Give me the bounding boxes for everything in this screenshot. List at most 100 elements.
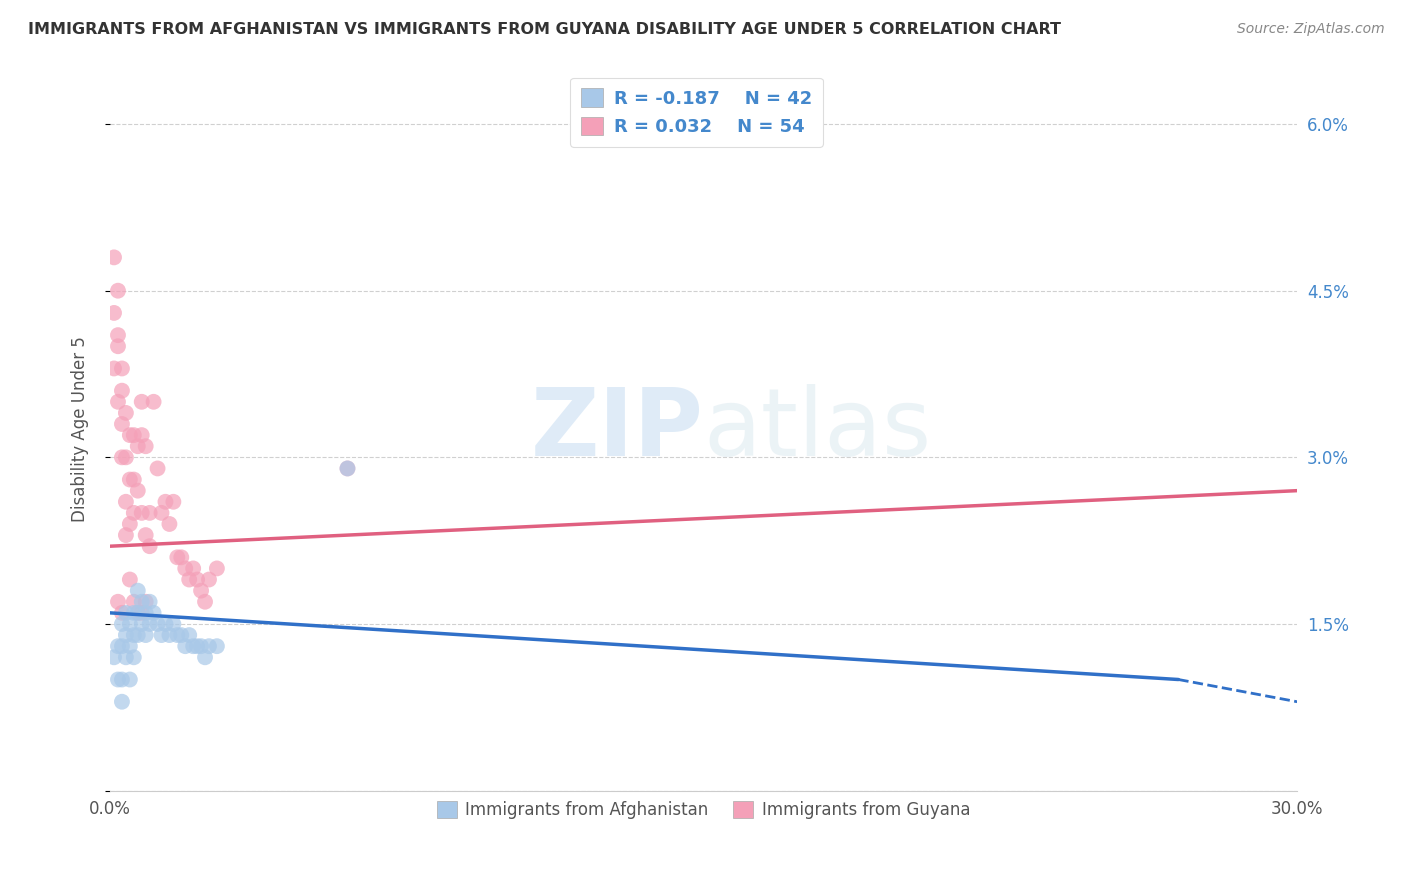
Point [122, 628, 145, 642]
Point [107, 394, 129, 409]
Point [135, 628, 157, 642]
Point [142, 394, 165, 409]
Point [181, 639, 204, 653]
Point [166, 550, 188, 565]
Point [190, 583, 212, 598]
Point [131, 595, 153, 609]
Point [111, 606, 134, 620]
Point [205, 639, 228, 653]
Point [186, 639, 208, 653]
Point [146, 617, 169, 632]
Point [111, 639, 134, 653]
Point [131, 394, 153, 409]
Point [127, 628, 149, 642]
Point [127, 483, 149, 498]
Point [103, 306, 125, 320]
Point [179, 573, 201, 587]
Point [138, 506, 160, 520]
Point [194, 595, 217, 609]
Point [118, 516, 141, 531]
Point [336, 461, 359, 475]
Point [122, 650, 145, 665]
Point [118, 473, 141, 487]
Point [127, 583, 149, 598]
Point [155, 617, 177, 632]
Point [166, 628, 188, 642]
Point [115, 650, 138, 665]
Point [118, 573, 141, 587]
Point [138, 617, 160, 632]
Point [162, 495, 184, 509]
Point [115, 406, 138, 420]
Point [122, 506, 145, 520]
Text: IMMIGRANTS FROM AFGHANISTAN VS IMMIGRANTS FROM GUYANA DISABILITY AGE UNDER 5 COR: IMMIGRANTS FROM AFGHANISTAN VS IMMIGRANT… [28, 22, 1062, 37]
Point [150, 628, 173, 642]
Point [103, 650, 125, 665]
Point [131, 506, 153, 520]
Point [115, 628, 138, 642]
Point [115, 606, 138, 620]
Point [103, 251, 125, 265]
Point [111, 384, 134, 398]
Point [135, 595, 157, 609]
Point [118, 673, 141, 687]
Point [107, 595, 129, 609]
Point [198, 573, 221, 587]
Point [103, 361, 125, 376]
Point [127, 606, 149, 620]
Point [186, 573, 208, 587]
Point [138, 595, 160, 609]
Point [107, 284, 129, 298]
Text: Source: ZipAtlas.com: Source: ZipAtlas.com [1237, 22, 1385, 37]
Point [107, 673, 129, 687]
Point [122, 428, 145, 442]
Point [190, 639, 212, 653]
Point [194, 650, 217, 665]
Point [150, 506, 173, 520]
Point [135, 528, 157, 542]
Point [198, 639, 221, 653]
Point [135, 439, 157, 453]
Point [174, 639, 197, 653]
Point [155, 495, 177, 509]
Point [159, 516, 181, 531]
Point [111, 617, 134, 632]
Point [107, 328, 129, 343]
Text: ZIP: ZIP [530, 384, 703, 475]
Point [115, 450, 138, 465]
Point [118, 639, 141, 653]
Point [115, 528, 138, 542]
Point [122, 606, 145, 620]
Point [174, 561, 197, 575]
Point [111, 695, 134, 709]
Point [111, 673, 134, 687]
Point [142, 606, 165, 620]
Point [118, 428, 141, 442]
Point [138, 539, 160, 553]
Point [127, 439, 149, 453]
Text: atlas: atlas [703, 384, 932, 475]
Legend: Immigrants from Afghanistan, Immigrants from Guyana: Immigrants from Afghanistan, Immigrants … [430, 794, 977, 826]
Point [131, 617, 153, 632]
Y-axis label: Disability Age Under 5: Disability Age Under 5 [72, 336, 89, 523]
Point [111, 417, 134, 431]
Point [159, 628, 181, 642]
Point [107, 639, 129, 653]
Point [111, 450, 134, 465]
Point [170, 628, 193, 642]
Point [146, 461, 169, 475]
Point [131, 606, 153, 620]
Point [122, 595, 145, 609]
Point [131, 428, 153, 442]
Point [205, 561, 228, 575]
Point [111, 361, 134, 376]
Point [127, 606, 149, 620]
Point [115, 495, 138, 509]
Point [135, 606, 157, 620]
Point [181, 561, 204, 575]
Point [170, 550, 193, 565]
Point [118, 617, 141, 632]
Point [162, 617, 184, 632]
Point [107, 339, 129, 353]
Point [336, 461, 359, 475]
